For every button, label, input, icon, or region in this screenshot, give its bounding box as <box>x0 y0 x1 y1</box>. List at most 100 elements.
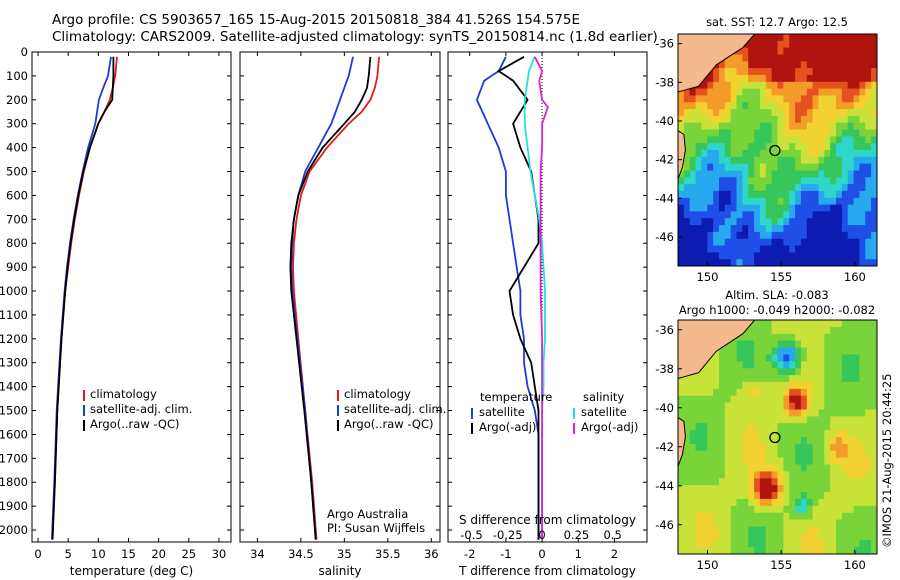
map-cell <box>847 122 855 131</box>
map-cell <box>689 184 697 192</box>
map-cell <box>830 320 837 328</box>
map-cell <box>836 471 843 479</box>
map-cell <box>689 375 697 383</box>
map-cell <box>859 190 866 199</box>
map-cell <box>754 464 761 472</box>
map-cell <box>713 471 720 479</box>
map-cell <box>701 430 708 438</box>
map-cell <box>795 150 802 158</box>
map-cell <box>754 231 761 240</box>
map-cell <box>836 409 843 417</box>
map-cell <box>777 512 784 521</box>
map-cell <box>689 464 697 472</box>
map-cell <box>836 347 843 355</box>
map-cell <box>847 512 855 521</box>
map-cell <box>701 150 708 158</box>
map-cell <box>695 547 703 554</box>
map-cell <box>777 177 784 185</box>
map-cell <box>859 156 866 165</box>
map-cell <box>759 68 767 76</box>
map-cell <box>719 81 726 90</box>
map-cell <box>678 245 685 253</box>
map-cell <box>865 354 872 362</box>
map-cell <box>730 204 738 212</box>
map-cell <box>841 381 849 390</box>
map-cell <box>695 519 703 528</box>
map-cell <box>707 163 714 171</box>
map-cell <box>771 61 779 69</box>
map-cell <box>847 204 855 212</box>
map-cell <box>754 197 761 206</box>
map-cell <box>871 450 877 459</box>
map-cell <box>759 347 767 355</box>
map-cell <box>824 333 831 342</box>
map-cell <box>730 245 738 253</box>
map-cell <box>859 95 866 103</box>
depth-tick-label: 400 <box>6 141 28 155</box>
map-cell <box>707 402 714 411</box>
map-cell <box>795 478 802 486</box>
map-cell <box>830 402 837 411</box>
map-cell <box>800 533 808 541</box>
map-cell <box>859 505 866 514</box>
map-cell <box>695 190 703 199</box>
map-cell <box>841 259 849 266</box>
map-cell <box>824 61 831 69</box>
map-cell <box>719 143 726 151</box>
map-cell <box>730 54 738 62</box>
map-cell <box>847 450 855 459</box>
map-cell <box>683 547 691 554</box>
map-cell <box>771 409 779 417</box>
map-cell <box>765 361 773 369</box>
map-cell <box>730 512 738 521</box>
map-cell <box>841 170 849 178</box>
map-cell <box>689 231 697 240</box>
map-cell <box>806 381 814 390</box>
map-cell <box>730 143 738 151</box>
map-cell <box>865 129 872 137</box>
map-cell <box>748 526 755 534</box>
map-cell <box>818 333 825 342</box>
map-cell <box>771 122 779 131</box>
map-cell <box>841 519 849 528</box>
map-cell <box>736 457 743 466</box>
map-cell <box>724 231 732 240</box>
map-cell <box>789 74 796 83</box>
map-cell <box>713 197 720 206</box>
map-cell <box>724 471 732 479</box>
map-cell <box>812 238 820 247</box>
map-cell <box>800 547 808 554</box>
map-cell <box>707 102 714 110</box>
map-cell <box>853 368 861 376</box>
map-cell <box>736 381 743 390</box>
map-cell <box>678 88 685 96</box>
map-cell <box>724 381 732 390</box>
map-cell <box>865 457 872 466</box>
map-cell <box>730 485 738 493</box>
map-frame <box>677 33 878 267</box>
map-cell <box>742 533 749 541</box>
map-cell <box>683 526 691 534</box>
map-cell <box>701 95 708 103</box>
map-cell <box>765 102 773 110</box>
legend-label: satellite-adj. clim. <box>90 402 192 416</box>
map-cell <box>847 102 855 110</box>
map-cell <box>754 88 761 96</box>
map-cell <box>724 540 732 548</box>
map-cell <box>824 533 831 541</box>
map-cell <box>795 74 802 83</box>
map-cell <box>830 81 837 90</box>
map-cell <box>824 54 831 62</box>
map-cell <box>701 156 708 165</box>
map-cell <box>795 129 802 137</box>
map-cell <box>824 430 831 438</box>
map-cell <box>859 381 866 390</box>
map-cell <box>754 34 761 42</box>
map-cell <box>689 252 697 260</box>
map-cell <box>713 150 720 158</box>
map-cell <box>683 109 691 117</box>
land-mainland <box>678 320 756 380</box>
map-cell <box>777 416 784 424</box>
map-cell <box>841 109 849 117</box>
map-cell <box>789 423 796 431</box>
